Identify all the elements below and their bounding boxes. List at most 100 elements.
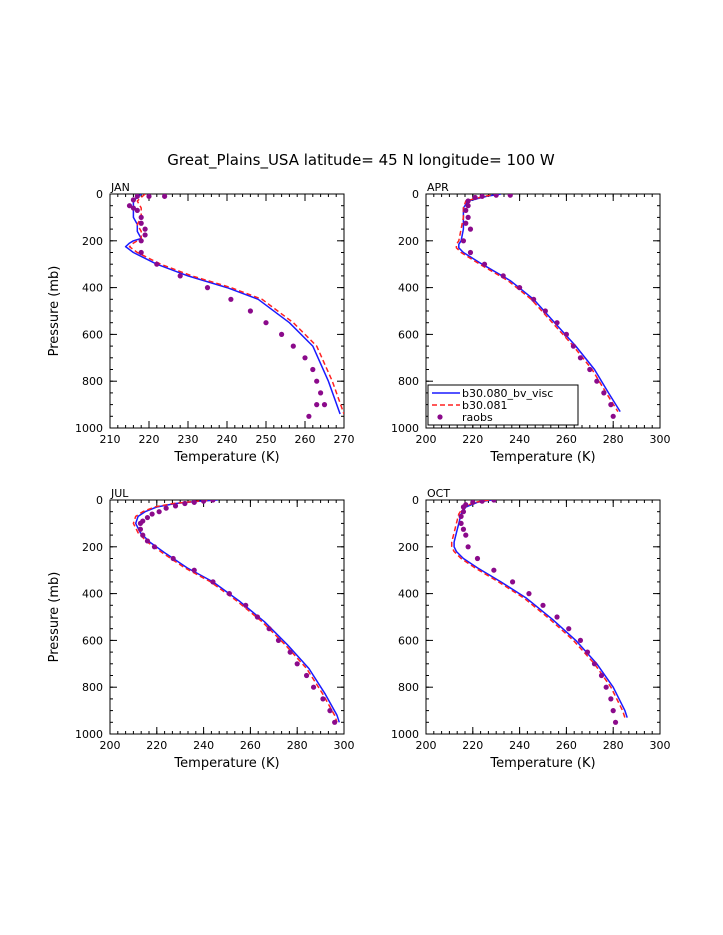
raobs-point bbox=[332, 719, 338, 725]
x-tick-label: 200 bbox=[416, 433, 437, 446]
raobs-point bbox=[163, 505, 169, 511]
x-tick-label: 240 bbox=[217, 433, 238, 446]
raobs-point bbox=[584, 649, 591, 655]
raobs-point bbox=[130, 197, 136, 203]
raobs-point bbox=[610, 708, 616, 714]
raobs-point bbox=[306, 413, 312, 419]
raobs-point bbox=[210, 500, 216, 503]
raobs-point bbox=[554, 614, 560, 620]
series-line-b30-080-bv-visc bbox=[453, 500, 628, 718]
raobs-point bbox=[142, 226, 148, 232]
plot-area-jan bbox=[124, 194, 344, 419]
panel-jul: 200 220 240 260 280 300 0 200 400 600 800 1000 JUL Te… bbox=[47, 487, 355, 771]
raobs-point bbox=[531, 296, 537, 302]
panel-jan: 210 220 230 240 250 260 270 0 200 400 600 800 1000 JA… bbox=[47, 181, 355, 465]
raobs-point bbox=[302, 355, 308, 361]
series-line-b30-081 bbox=[128, 194, 344, 415]
y-tick-label: 400 bbox=[82, 282, 103, 295]
raobs-point bbox=[491, 500, 497, 503]
raobs-point bbox=[228, 296, 234, 302]
raobs-point bbox=[610, 413, 616, 419]
x-tick-label: 300 bbox=[650, 433, 671, 446]
raobs-point bbox=[191, 567, 197, 573]
y-axis-title: Pressure (mb) bbox=[47, 572, 62, 663]
raobs-point bbox=[243, 602, 249, 608]
raobs-point bbox=[463, 207, 469, 213]
series-line-b30-080-bv-visc bbox=[458, 194, 621, 412]
legend-marker-raobs bbox=[437, 414, 443, 420]
raobs-point bbox=[460, 509, 467, 515]
raobs-point bbox=[310, 684, 317, 690]
legend-label: b30.081 bbox=[462, 399, 507, 412]
raobs-point bbox=[470, 500, 476, 505]
raobs-point bbox=[594, 378, 600, 384]
y-tick-label: 1000 bbox=[75, 422, 103, 435]
x-tick-label: 220 bbox=[462, 433, 483, 446]
raobs-point bbox=[177, 273, 183, 279]
raobs-point bbox=[154, 261, 160, 267]
plot-area-jul bbox=[132, 500, 341, 725]
raobs-point bbox=[201, 500, 207, 504]
series-line-b30-081 bbox=[455, 194, 619, 412]
y-tick-label: 1000 bbox=[75, 728, 103, 741]
y-tick-label: 600 bbox=[398, 328, 419, 341]
x-tick-label: 280 bbox=[287, 739, 308, 752]
raobs-point bbox=[601, 390, 607, 396]
y-tick-label: 400 bbox=[398, 588, 419, 601]
raobs-point bbox=[321, 402, 328, 408]
raobs-point bbox=[303, 672, 310, 679]
series-line-b30-081 bbox=[132, 500, 338, 723]
raobs-point bbox=[458, 513, 464, 519]
raobs-point bbox=[126, 203, 133, 209]
raobs-point bbox=[542, 308, 548, 314]
y-tick-label: 800 bbox=[398, 681, 419, 694]
y-tick-label: 0 bbox=[412, 494, 419, 507]
y-tick-label: 800 bbox=[82, 375, 103, 388]
raobs-point bbox=[137, 526, 144, 532]
raobs-point bbox=[210, 579, 216, 585]
raobs-point bbox=[162, 194, 168, 199]
raobs-point bbox=[170, 555, 176, 562]
raobs-point bbox=[318, 390, 324, 396]
raobs-point bbox=[182, 500, 188, 507]
x-tick-label: 230 bbox=[178, 433, 199, 446]
x-tick-label: 200 bbox=[100, 739, 121, 752]
y-tick-label: 600 bbox=[398, 634, 419, 647]
raobs-point bbox=[587, 366, 593, 373]
raobs-point bbox=[570, 343, 577, 349]
legend-label: b30.080_bv_visc bbox=[462, 387, 553, 400]
raobs-point bbox=[460, 238, 467, 244]
raobs-point bbox=[509, 579, 516, 585]
figure-title: Great_Plains_USA latitude= 45 N longitud… bbox=[167, 151, 555, 170]
y-tick-label: 0 bbox=[96, 188, 103, 201]
x-tick-label: 260 bbox=[295, 433, 316, 446]
raobs-point bbox=[472, 194, 478, 201]
plot-area-oct bbox=[450, 500, 628, 725]
y-tick-label: 200 bbox=[82, 235, 103, 248]
raobs-point bbox=[134, 207, 140, 213]
x-axis-title: Temperature (K) bbox=[489, 450, 595, 465]
x-tick-label: 280 bbox=[603, 739, 624, 752]
raobs-point bbox=[465, 198, 471, 204]
raobs-point bbox=[146, 194, 152, 199]
x-tick-label: 270 bbox=[334, 433, 355, 446]
x-tick-label: 300 bbox=[650, 739, 671, 752]
raobs-point bbox=[474, 555, 481, 562]
raobs-point bbox=[465, 214, 471, 220]
raobs-point bbox=[554, 320, 560, 326]
raobs-point bbox=[591, 661, 598, 667]
raobs-point bbox=[460, 504, 467, 510]
raobs-point bbox=[563, 331, 570, 337]
raobs-point bbox=[479, 194, 485, 199]
panel-label-jul: JUL bbox=[110, 487, 129, 500]
raobs-point bbox=[149, 511, 155, 517]
raobs-point bbox=[290, 343, 296, 349]
panel-label-oct: OCT bbox=[427, 487, 450, 500]
y-tick-label: 0 bbox=[412, 188, 419, 201]
x-tick-label: 240 bbox=[509, 739, 530, 752]
raobs-point bbox=[517, 285, 523, 291]
y-tick-label: 200 bbox=[398, 235, 419, 248]
raobs-point bbox=[479, 500, 485, 504]
raobs-point bbox=[463, 220, 469, 226]
